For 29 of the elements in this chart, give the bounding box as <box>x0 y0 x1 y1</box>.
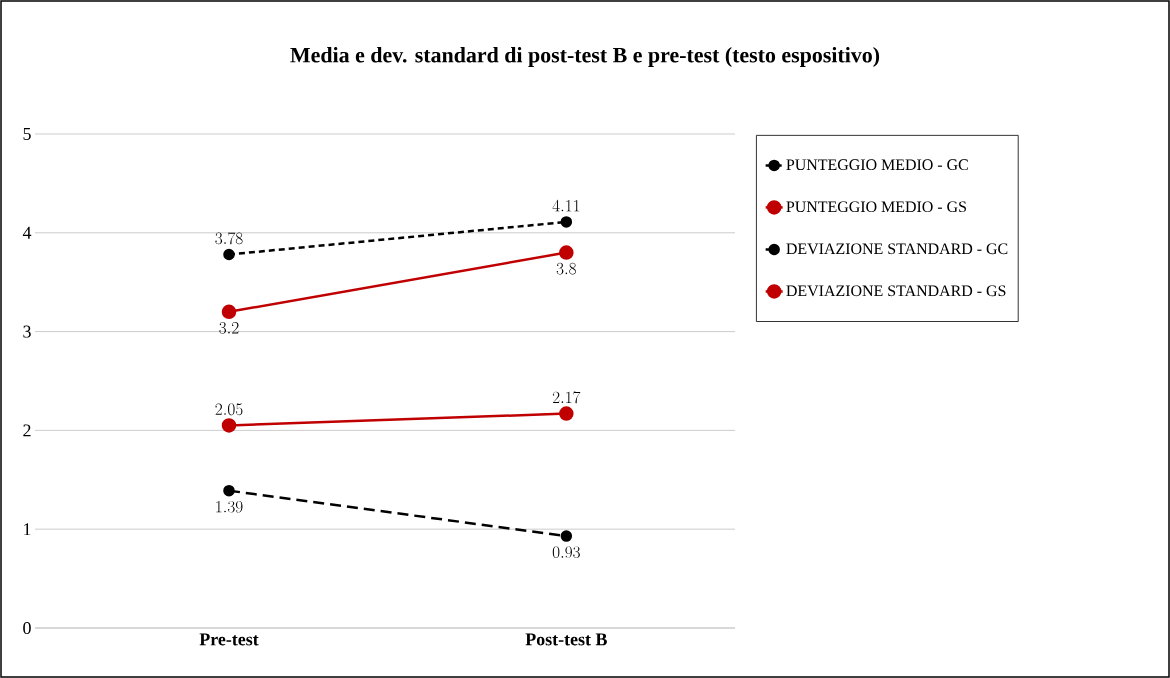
y-tick-label: 2 <box>23 424 31 437</box>
point <box>560 216 573 228</box>
point <box>559 406 574 421</box>
legend-label: PUNTEGGIO MEDIO - GS <box>786 201 966 213</box>
point <box>221 418 237 433</box>
data-label: 2. 17 <box>552 391 581 404</box>
data-label: 3.8 <box>556 262 576 275</box>
point <box>223 484 235 497</box>
legend-label: PUNTEGGIO MEDIO - GC <box>786 159 968 171</box>
point <box>223 248 235 261</box>
point <box>559 245 574 260</box>
chart-title: Media e dev. standard di post-test B e pre-test (testo espositivo) <box>290 47 880 67</box>
legend-label: DEVIAZIONE STANDARD - GS <box>786 285 1006 297</box>
data-label: 2.05 <box>215 403 243 416</box>
legend-label: DEVIAZIONE STANDARD - GC <box>786 243 1008 255</box>
y-tick-label: 3 <box>23 325 31 338</box>
y-tick-label: 5 <box>23 128 31 140</box>
data-label: 0.93 <box>552 546 580 559</box>
data-label: 4. 11 <box>552 199 580 212</box>
x-tick-label: Pre-test <box>199 633 259 646</box>
data-label: 1 .39 <box>216 500 243 513</box>
data-label: 3.78 <box>215 232 243 245</box>
point <box>221 304 237 320</box>
x-tick-label: Post-test B <box>525 633 607 646</box>
y-tick-label: 4 <box>22 226 32 239</box>
data-label: 3.2 <box>219 322 239 334</box>
y-tick-label: 0 <box>23 621 31 635</box>
y-tick-label: 1 <box>24 523 31 536</box>
point <box>560 530 573 542</box>
